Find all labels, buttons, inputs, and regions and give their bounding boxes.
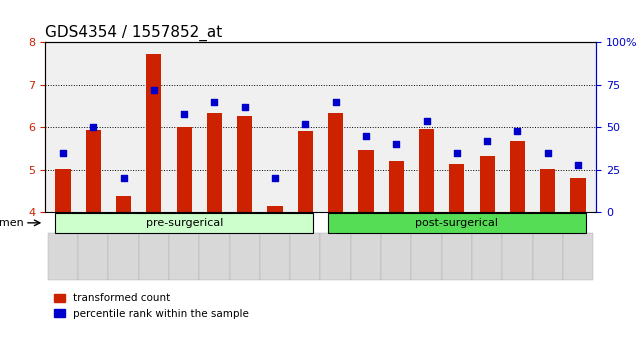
Bar	[358, 150, 374, 212]
Bar	[510, 141, 525, 212]
Point	[331, 99, 341, 105]
Point	[58, 150, 68, 156]
Bar	[86, 130, 101, 212]
Bar	[177, 127, 192, 212]
Point	[573, 162, 583, 168]
Point	[361, 133, 371, 139]
Bar	[419, 129, 434, 212]
Bar	[479, 156, 495, 212]
Text: post-surgerical: post-surgerical	[415, 218, 498, 228]
Bar	[116, 196, 131, 212]
Text: GDS4354 / 1557852_at: GDS4354 / 1557852_at	[45, 25, 222, 41]
Bar	[237, 116, 253, 212]
Point	[179, 111, 189, 117]
Point	[270, 176, 280, 181]
Bar	[328, 113, 343, 212]
Point	[421, 118, 431, 124]
Point	[391, 142, 401, 147]
Point	[512, 128, 522, 134]
Text: specimen: specimen	[0, 218, 24, 228]
Bar	[388, 161, 404, 212]
Point	[482, 138, 492, 144]
Point	[542, 150, 553, 156]
Bar	[267, 206, 283, 212]
Bar	[540, 169, 555, 212]
Point	[240, 104, 250, 110]
Bar	[146, 55, 162, 212]
Text: pre-surgerical: pre-surgerical	[146, 218, 223, 228]
Point	[149, 87, 159, 93]
Bar	[449, 164, 464, 212]
Bar	[570, 178, 585, 212]
Bar	[298, 131, 313, 212]
Point	[88, 125, 99, 130]
Legend: transformed count, percentile rank within the sample: transformed count, percentile rank withi…	[50, 289, 253, 323]
Point	[300, 121, 310, 127]
Point	[452, 150, 462, 156]
Bar	[56, 169, 71, 212]
Point	[119, 176, 129, 181]
Point	[210, 99, 220, 105]
Bar	[207, 113, 222, 212]
